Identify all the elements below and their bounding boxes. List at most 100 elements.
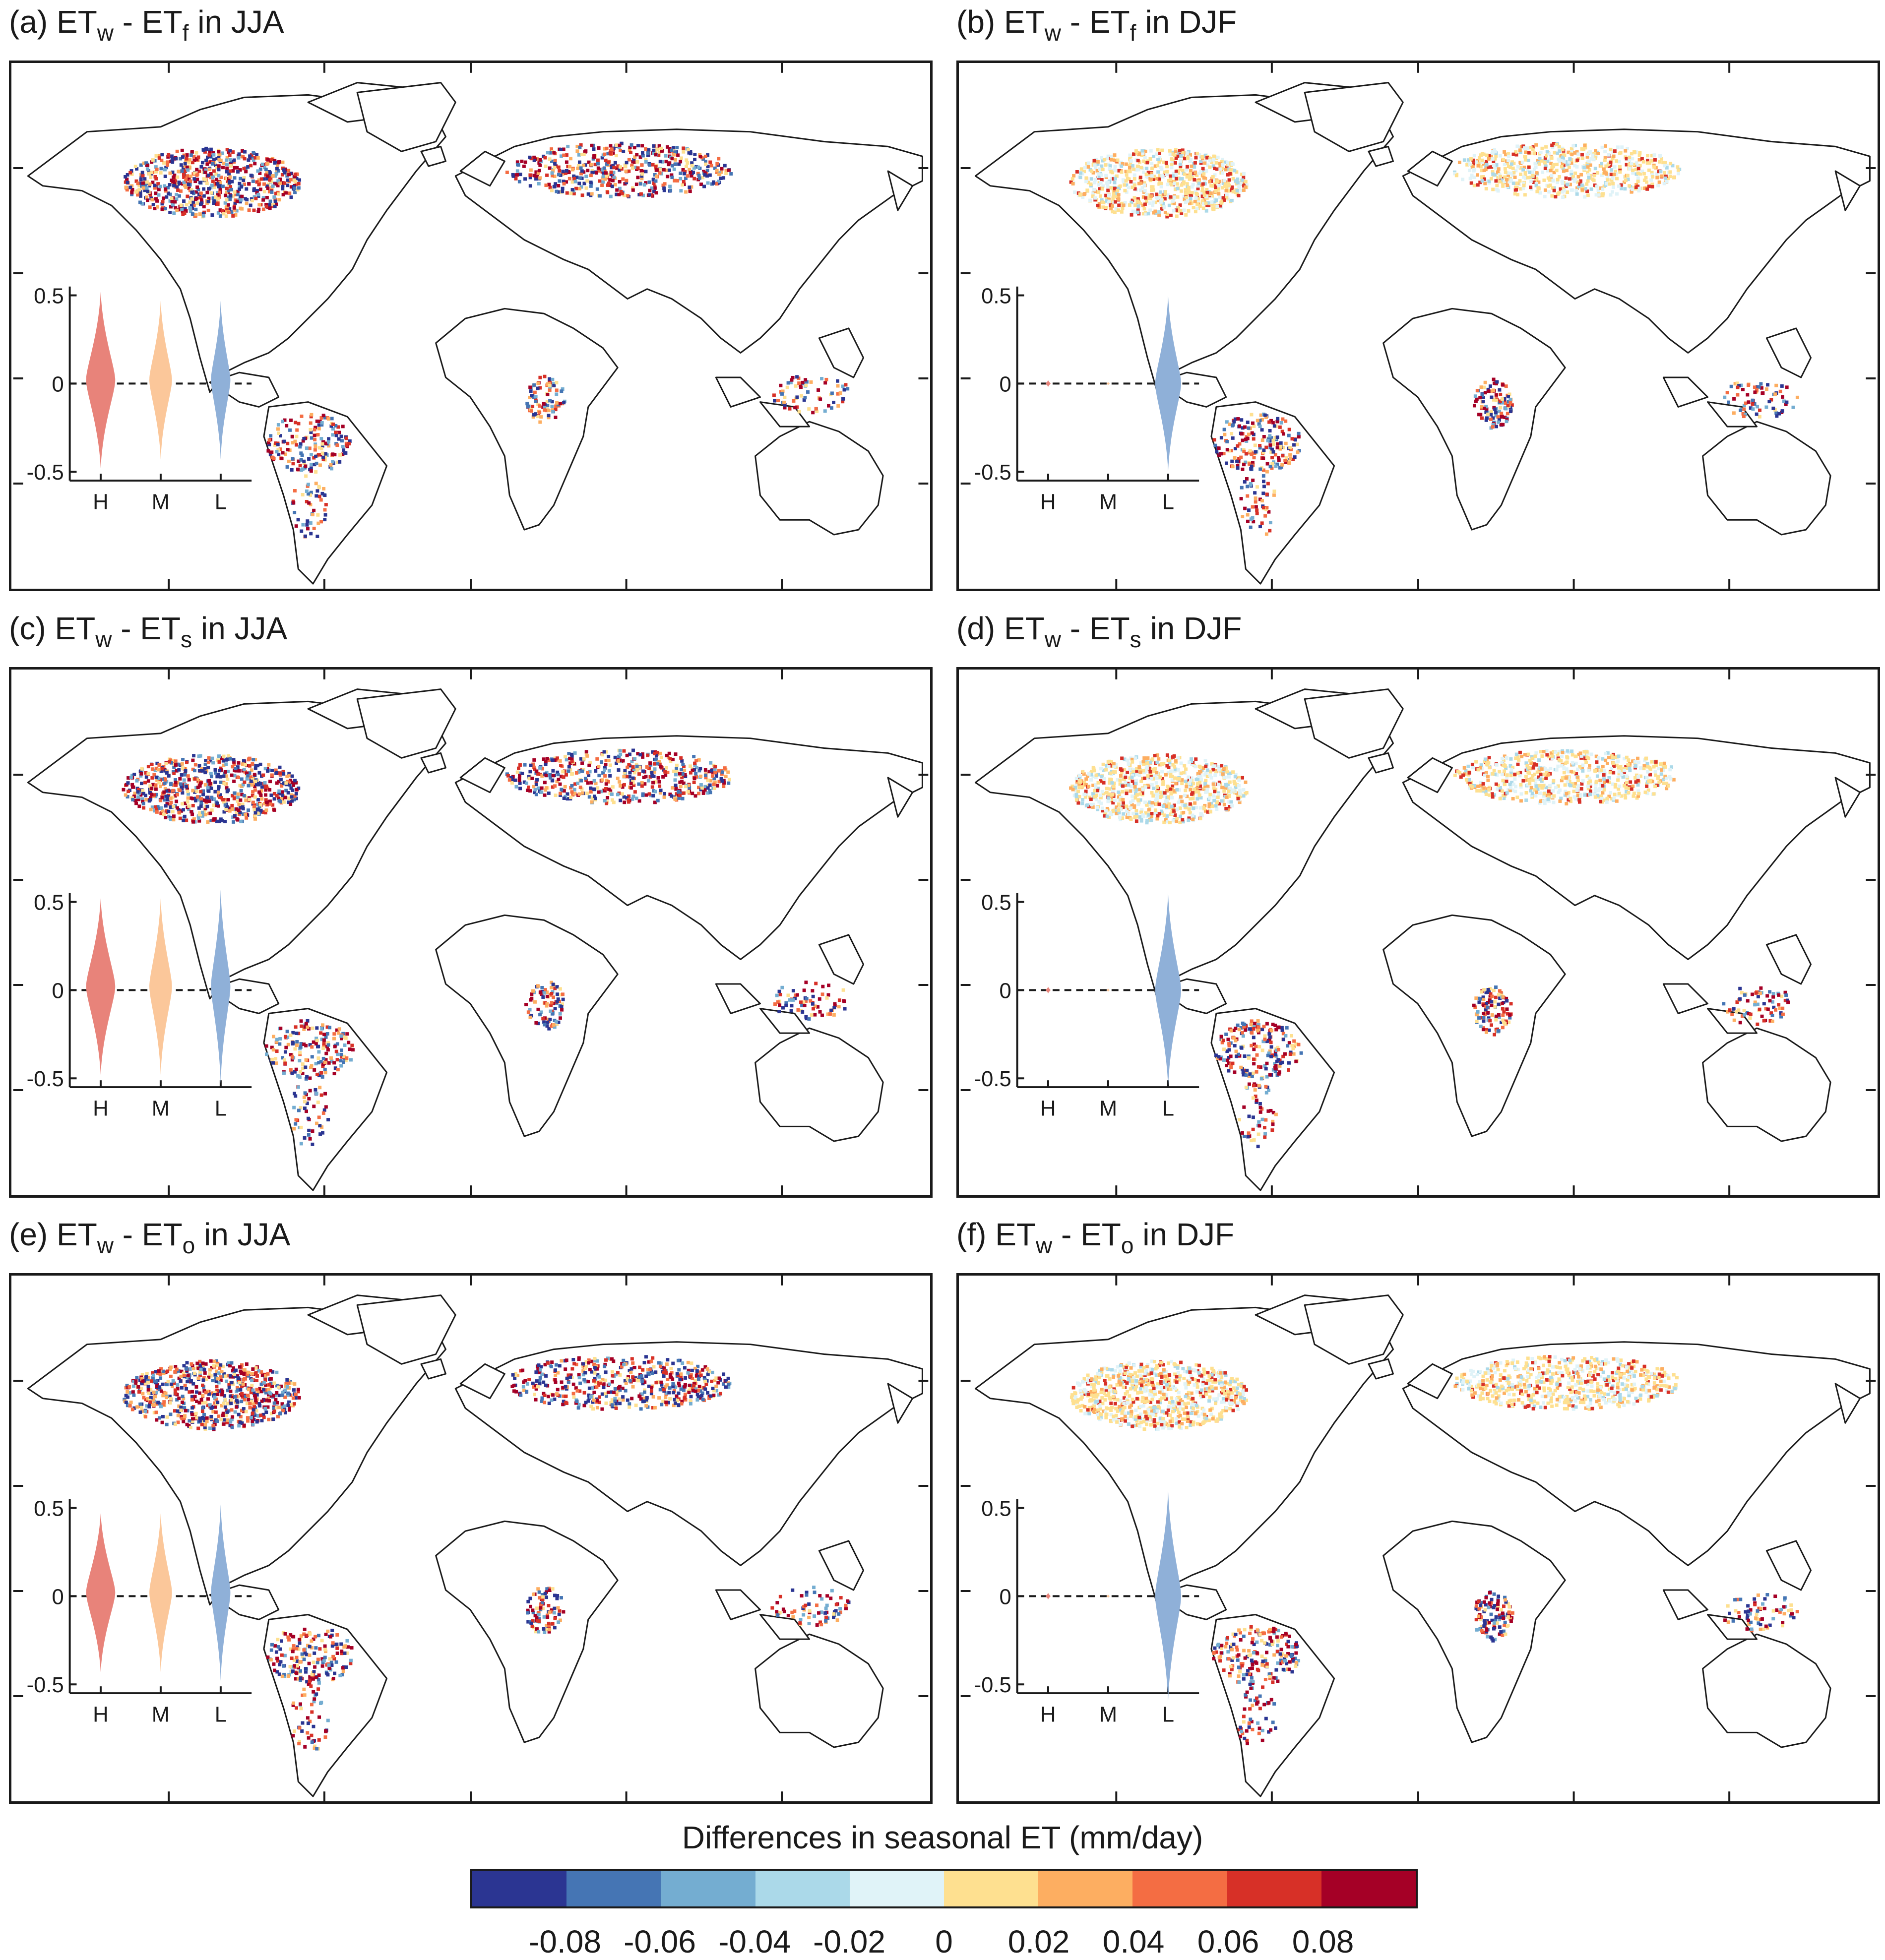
et-pixel xyxy=(1495,393,1498,397)
et-pixel xyxy=(155,810,159,814)
et-pixel xyxy=(1139,166,1143,169)
et-pixel xyxy=(1203,162,1206,165)
et-pixel xyxy=(523,763,527,767)
et-pixel xyxy=(191,759,194,762)
et-pixel xyxy=(197,806,201,810)
et-pixel xyxy=(242,167,246,170)
et-pixel xyxy=(256,807,259,811)
et-pixel xyxy=(1502,158,1505,161)
et-pixel xyxy=(238,182,241,185)
et-pixel xyxy=(1792,406,1795,409)
et-pixel xyxy=(1166,183,1169,186)
et-pixel xyxy=(1265,492,1269,496)
et-pixel xyxy=(810,380,813,384)
et-pixel xyxy=(314,448,317,452)
et-pixel xyxy=(222,212,226,215)
et-pixel xyxy=(184,178,188,182)
et-pixel xyxy=(333,1045,337,1048)
et-pixel xyxy=(682,146,685,150)
et-pixel xyxy=(535,783,538,786)
et-pixel xyxy=(1185,195,1188,199)
et-pixel xyxy=(1781,395,1784,399)
et-pixel xyxy=(1472,168,1476,172)
et-pixel xyxy=(1609,161,1612,164)
et-pixel xyxy=(1171,199,1175,203)
et-pixel xyxy=(563,796,566,800)
et-pixel xyxy=(696,166,700,169)
et-pixel xyxy=(327,417,330,421)
et-pixel xyxy=(150,787,153,790)
et-pixel xyxy=(699,783,703,787)
et-pixel xyxy=(147,765,150,768)
et-pixel xyxy=(349,1058,353,1062)
et-pixel xyxy=(308,446,312,450)
et-pixel xyxy=(1184,188,1187,191)
et-pixel xyxy=(208,811,212,815)
et-pixel xyxy=(1164,190,1167,193)
et-pixel xyxy=(146,167,149,171)
et-pixel xyxy=(1251,422,1255,425)
et-pixel xyxy=(136,790,139,794)
et-pixel xyxy=(213,768,217,772)
et-pixel xyxy=(635,183,638,186)
et-pixel xyxy=(1473,404,1476,408)
et-pixel xyxy=(689,771,692,775)
et-pixel xyxy=(143,177,146,181)
et-pixel xyxy=(225,158,228,162)
et-pixel xyxy=(263,190,266,193)
et-pixel xyxy=(131,798,134,801)
et-pixel xyxy=(142,806,145,810)
et-pixel xyxy=(1293,455,1297,459)
et-pixel xyxy=(1137,200,1141,204)
et-pixel xyxy=(343,1043,347,1047)
et-pixel xyxy=(682,150,685,154)
et-pixel xyxy=(261,163,264,166)
et-pixel xyxy=(644,147,647,151)
et-pixel xyxy=(534,788,537,792)
et-pixel xyxy=(159,185,162,188)
et-pixel xyxy=(1473,184,1476,187)
et-pixel xyxy=(324,513,327,517)
et-pixel xyxy=(1173,195,1176,199)
et-pixel xyxy=(704,163,707,166)
et-pixel xyxy=(277,423,280,427)
et-pixel xyxy=(1231,465,1235,468)
et-pixel xyxy=(278,766,282,769)
et-pixel xyxy=(820,377,823,380)
et-pixel xyxy=(210,184,214,187)
et-pixel xyxy=(1479,413,1482,416)
et-pixel xyxy=(321,1075,324,1079)
et-pixel xyxy=(206,786,210,790)
et-pixel xyxy=(1510,163,1513,166)
et-pixel xyxy=(712,181,715,184)
et-pixel xyxy=(168,172,172,175)
et-pixel xyxy=(656,762,659,766)
et-pixel xyxy=(1723,396,1726,399)
et-pixel xyxy=(1779,390,1782,393)
et-pixel xyxy=(1104,174,1108,178)
et-pixel xyxy=(1123,184,1126,187)
et-pixel xyxy=(1651,175,1654,179)
et-pixel xyxy=(708,784,712,787)
et-pixel xyxy=(1249,484,1252,487)
et-pixel xyxy=(1296,443,1299,446)
et-pixel xyxy=(1143,202,1147,206)
et-pixel xyxy=(1262,474,1265,478)
et-pixel xyxy=(1172,209,1176,213)
et-pixel xyxy=(1093,181,1096,184)
et-pixel xyxy=(1500,415,1504,419)
et-pixel xyxy=(187,183,190,186)
et-pixel xyxy=(1113,159,1116,162)
et-pixel xyxy=(222,775,226,778)
et-pixel xyxy=(806,390,810,394)
et-pixel xyxy=(141,789,144,793)
et-pixel xyxy=(228,154,232,157)
panel-title-f: (f) ETw - ETo in DJF xyxy=(956,1219,1234,1257)
et-pixel xyxy=(128,185,132,189)
et-pixel xyxy=(1491,157,1495,161)
et-pixel xyxy=(698,767,702,770)
et-pixel xyxy=(215,775,219,778)
et-pixel xyxy=(1732,397,1736,401)
et-pixel xyxy=(1241,468,1244,471)
et-pixel xyxy=(711,774,714,778)
